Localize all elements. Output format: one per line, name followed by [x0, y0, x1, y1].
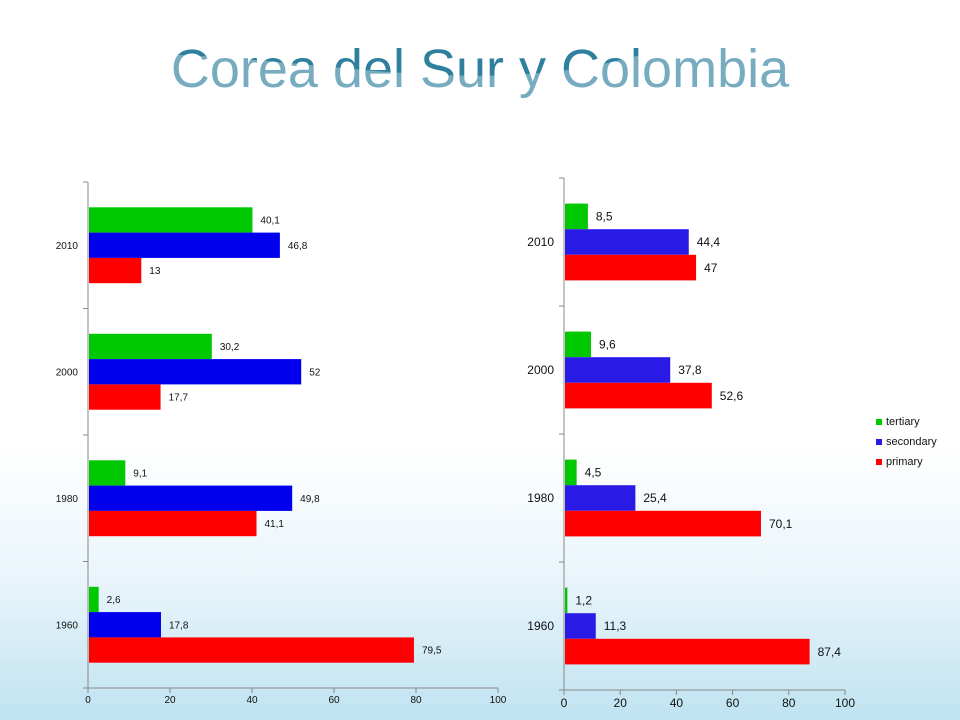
bar-secondary	[565, 229, 689, 255]
bar-primary	[89, 510, 257, 537]
x-tick-label: 80	[782, 696, 796, 710]
data-label: 37,8	[678, 363, 702, 377]
bar-tertiary	[565, 459, 577, 486]
data-label: 30,2	[220, 342, 240, 353]
data-label: 8,5	[596, 210, 613, 224]
bar-primary	[565, 638, 810, 665]
x-tick-label: 100	[835, 696, 855, 710]
category-label: 1960	[527, 619, 554, 633]
bar-tertiary	[89, 460, 126, 486]
legend-entry-secondary: secondary	[886, 436, 937, 448]
bar-primary	[89, 637, 414, 663]
bar-tertiary	[565, 331, 591, 358]
category-label: 2000	[56, 367, 79, 378]
x-tick-label: 0	[85, 695, 91, 706]
legend-swatch-tertiary	[876, 419, 882, 425]
bar-secondary	[565, 613, 596, 639]
bar-secondary	[89, 359, 302, 385]
x-tick-label: 40	[246, 695, 258, 706]
x-tick-label: 0	[561, 696, 568, 710]
data-label: 70,1	[769, 517, 793, 531]
data-label: 79,5	[422, 646, 442, 657]
bar-secondary	[89, 232, 280, 258]
legend-swatch-secondary	[876, 439, 882, 445]
data-label: 1,2	[575, 594, 592, 608]
data-label: 17,8	[169, 620, 189, 631]
x-tick-label: 20	[614, 696, 628, 710]
x-tick-label: 80	[410, 695, 422, 706]
data-label: 9,6	[599, 338, 616, 352]
x-tick-label: 40	[670, 696, 684, 710]
bar-primary	[565, 510, 761, 537]
bar-primary	[565, 382, 712, 409]
x-tick-label: 60	[328, 695, 340, 706]
legend-entry-primary: primary	[886, 456, 923, 468]
bar-secondary	[89, 612, 161, 638]
bar-tertiary	[89, 207, 253, 233]
decorative-wave	[0, 30, 960, 140]
bar-secondary	[89, 485, 293, 511]
category-label: 1980	[527, 491, 554, 505]
bar-secondary	[565, 357, 671, 383]
data-label: 41,1	[265, 519, 285, 530]
data-label: 4,5	[585, 466, 602, 480]
bar-primary	[565, 254, 697, 281]
data-label: 11,3	[604, 619, 627, 633]
category-label: 2000	[527, 363, 554, 377]
data-label: 2,6	[107, 595, 121, 606]
legend-swatch-primary	[876, 459, 882, 465]
bar-secondary	[565, 485, 636, 511]
x-tick-label: 20	[164, 695, 176, 706]
legend-entry-tertiary: tertiary	[886, 416, 920, 428]
bar-tertiary	[565, 587, 568, 614]
data-label: 40,1	[260, 215, 280, 226]
category-label: 2010	[56, 241, 79, 252]
data-label: 87,4	[818, 645, 842, 659]
bar-tertiary	[89, 333, 212, 360]
bar-primary	[89, 257, 142, 284]
data-label: 44,4	[697, 235, 721, 249]
x-tick-label: 100	[490, 695, 507, 706]
data-label: 13	[149, 266, 161, 277]
data-label: 46,8	[288, 241, 308, 252]
data-label: 17,7	[169, 393, 189, 404]
x-tick-label: 60	[726, 696, 740, 710]
data-label: 52,6	[720, 389, 744, 403]
data-label: 49,8	[300, 494, 320, 505]
category-label: 1960	[56, 620, 79, 631]
category-label: 1980	[56, 494, 79, 505]
data-label: 47	[704, 261, 718, 275]
data-label: 52	[309, 367, 321, 378]
data-label: 25,4	[643, 491, 667, 505]
bar-tertiary	[565, 203, 588, 230]
data-label: 9,1	[133, 468, 147, 479]
slide-title: Corea del Sur y Colombia	[170, 39, 790, 99]
bar-tertiary	[89, 586, 99, 613]
bar-primary	[89, 384, 161, 410]
category-label: 2010	[527, 235, 554, 249]
